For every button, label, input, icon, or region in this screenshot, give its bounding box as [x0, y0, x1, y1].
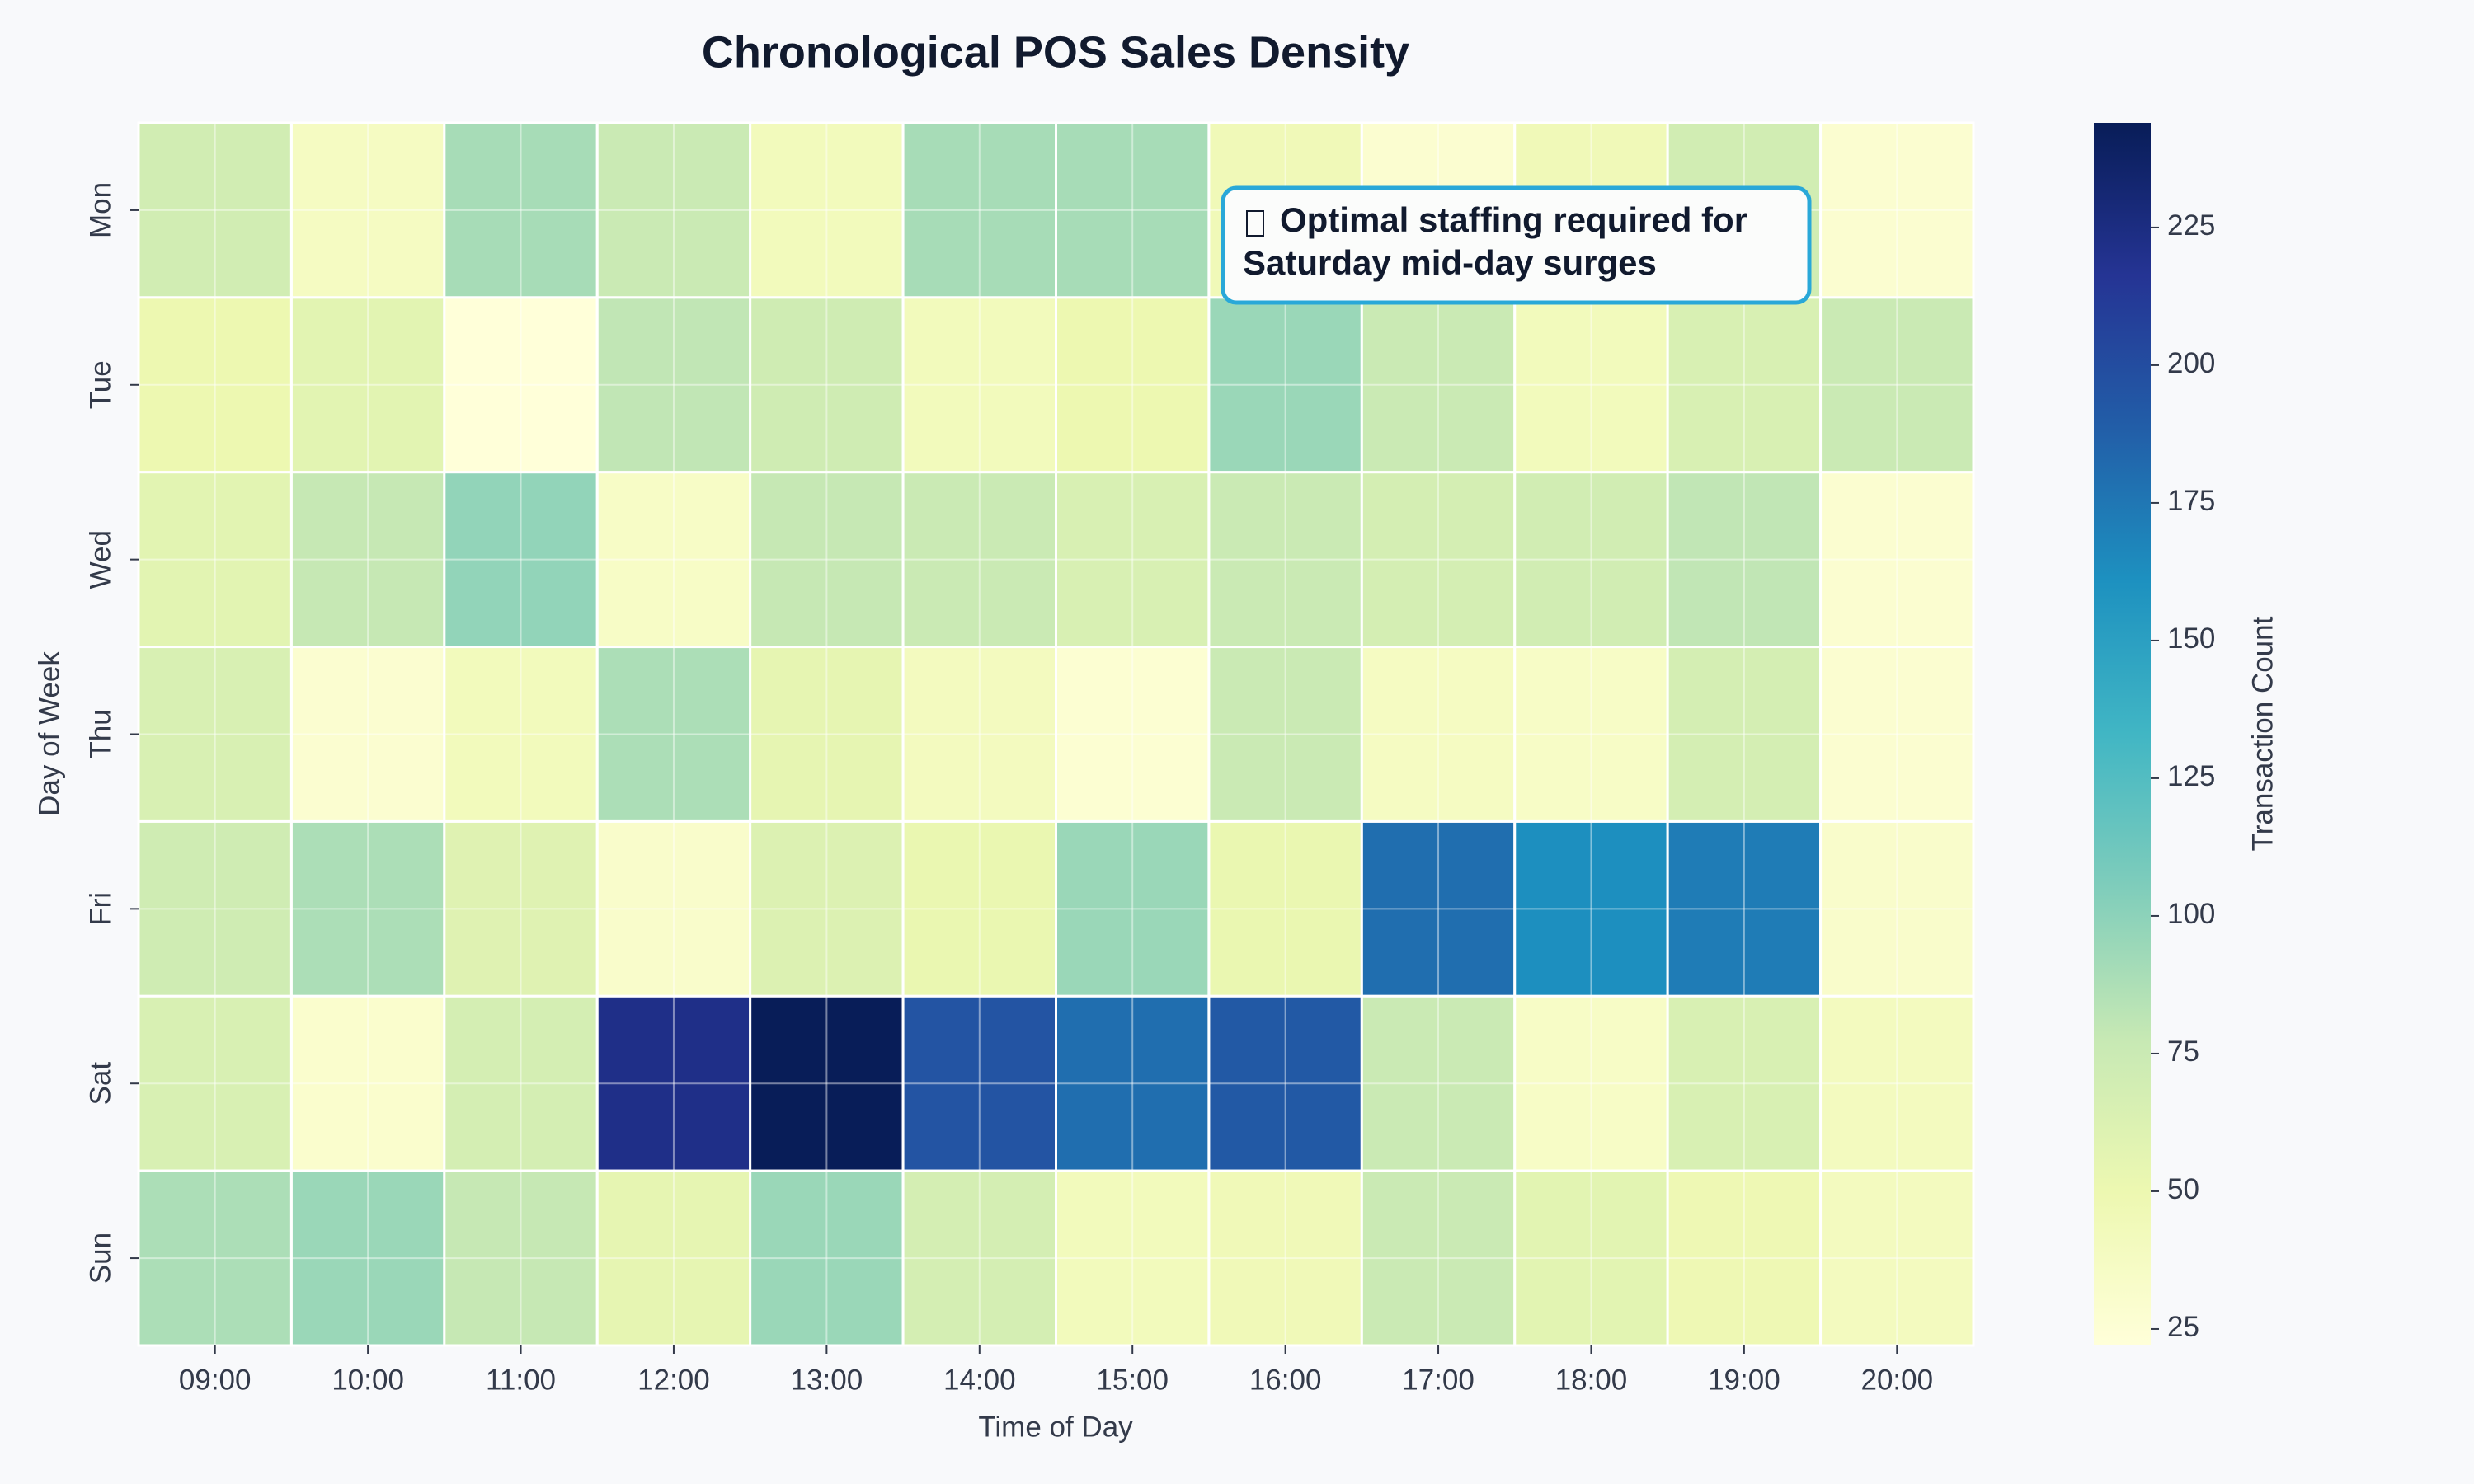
heatmap-cell — [137, 121, 293, 299]
heatmap-cell — [595, 819, 752, 998]
y-axis-label: Day of Week — [33, 651, 65, 816]
heatmap-cell — [1513, 296, 1669, 474]
heatmap-cell — [1207, 296, 1363, 474]
x-tick-label: 19:00 — [1708, 1364, 1780, 1396]
colorbar-label: Transaction Count — [2246, 616, 2279, 851]
colorbar-tick-label: 175 — [2167, 485, 2215, 517]
heatmap-cell — [1360, 994, 1517, 1172]
heatmap-cell — [595, 296, 752, 474]
heatmap-cell — [1666, 296, 1823, 474]
y-tick-label: Sun — [84, 1233, 116, 1284]
annotation-box — [1221, 186, 1812, 305]
heatmap-cell — [1666, 471, 1823, 649]
heatmap — [137, 121, 1975, 1347]
x-tick-label: 11:00 — [486, 1364, 556, 1396]
x-tick-label: 17:00 — [1402, 1364, 1475, 1396]
heatmap-cell — [1666, 646, 1823, 823]
heatmap-cell — [1819, 994, 1975, 1172]
annotation-icon — [1246, 210, 1264, 237]
heatmap-cell — [1819, 121, 1975, 299]
heatmap-cell — [1513, 1169, 1669, 1347]
heatmap-cell — [595, 994, 752, 1172]
heatmap-cell — [1055, 819, 1211, 998]
heatmap-cell — [749, 296, 905, 474]
x-tick-label: 20:00 — [1860, 1364, 1933, 1396]
heatmap-cell — [1819, 819, 1975, 998]
heatmap-cell — [1055, 121, 1211, 299]
x-tick-label: 15:00 — [1096, 1364, 1169, 1396]
colorbar-tick-label: 125 — [2167, 760, 2215, 792]
y-tick-label: Fri — [84, 892, 116, 926]
y-tick-label: Thu — [84, 709, 116, 758]
heatmap-cell — [1819, 296, 1975, 474]
x-tick-label: 14:00 — [943, 1364, 1016, 1396]
colorbar-tick-label: 150 — [2167, 622, 2215, 655]
heatmap-cell — [901, 471, 1058, 649]
heatmap-cell — [1360, 646, 1517, 823]
heatmap-cell — [1207, 819, 1363, 998]
heatmap-cell — [749, 1169, 905, 1347]
heatmap-cell — [749, 646, 905, 823]
y-tick-label: Wed — [84, 530, 116, 589]
heatmap-cell — [289, 994, 446, 1172]
colorbar-tick-label: 200 — [2167, 347, 2215, 379]
heatmap-cell — [1055, 1169, 1211, 1347]
heatmap-cell — [1819, 471, 1975, 649]
heatmap-cell — [749, 994, 905, 1172]
heatmap-cell — [1055, 296, 1211, 474]
annotation-text: Optimal staffing required for — [1280, 200, 1747, 239]
heatmap-cell — [1207, 994, 1363, 1172]
heatmap-cell — [443, 819, 599, 998]
heatmap-cell — [901, 1169, 1058, 1347]
annotation: Optimal staffing required for Saturday m… — [1221, 186, 1812, 305]
heatmap-cell — [1055, 646, 1211, 823]
heatmap-cell — [289, 121, 446, 299]
colorbar-tick-label: 100 — [2167, 898, 2215, 930]
heatmap-cell — [443, 994, 599, 1172]
y-tick-label: Mon — [84, 182, 116, 238]
heatmap-cell — [1055, 471, 1211, 649]
y-tick-label: Tue — [84, 360, 116, 409]
heatmap-cell — [289, 646, 446, 823]
x-tick-label: 10:00 — [332, 1364, 404, 1396]
x-axis-label: Time of Day — [978, 1411, 1133, 1443]
heatmap-cell — [137, 296, 293, 474]
heatmap-cell — [443, 646, 599, 823]
heatmap-cell — [1360, 1169, 1517, 1347]
colorbar-tick-label: 25 — [2167, 1311, 2199, 1343]
colorbar — [2094, 123, 2151, 1345]
heatmap-cell — [1819, 646, 1975, 823]
heatmap-cell — [595, 1169, 752, 1347]
heatmap-cell — [901, 819, 1058, 998]
heatmap-cell — [289, 296, 446, 474]
x-tick-label: 18:00 — [1555, 1364, 1628, 1396]
heatmap-cell — [137, 471, 293, 649]
heatmap-cell — [1513, 646, 1669, 823]
heatmap-cell — [901, 296, 1058, 474]
colorbar-tick-label: 75 — [2167, 1036, 2199, 1068]
heatmap-cell — [1513, 819, 1669, 998]
heatmap-cell — [1207, 1169, 1363, 1347]
heatmap-cell — [1055, 994, 1211, 1172]
colorbar-tick-label: 50 — [2167, 1173, 2199, 1205]
heatmap-cell — [289, 819, 446, 998]
chart-title: Chronological POS Sales Density — [702, 27, 1409, 77]
x-tick-label: 12:00 — [637, 1364, 710, 1396]
annotation-text: Saturday mid-day surges — [1243, 243, 1657, 282]
colorbar-tick-label: 225 — [2167, 209, 2215, 242]
heatmap-cell — [289, 471, 446, 649]
heatmap-cell — [749, 471, 905, 649]
y-tick-label: Sat — [84, 1062, 116, 1106]
x-tick-label: 13:00 — [791, 1364, 863, 1396]
heatmap-cell — [1666, 819, 1823, 998]
heatmap-cell — [1207, 646, 1363, 823]
heatmap-cell — [443, 296, 599, 474]
x-tick-label: 16:00 — [1249, 1364, 1322, 1396]
heatmap-cell — [443, 121, 599, 299]
x-tick-label: 09:00 — [179, 1364, 252, 1396]
